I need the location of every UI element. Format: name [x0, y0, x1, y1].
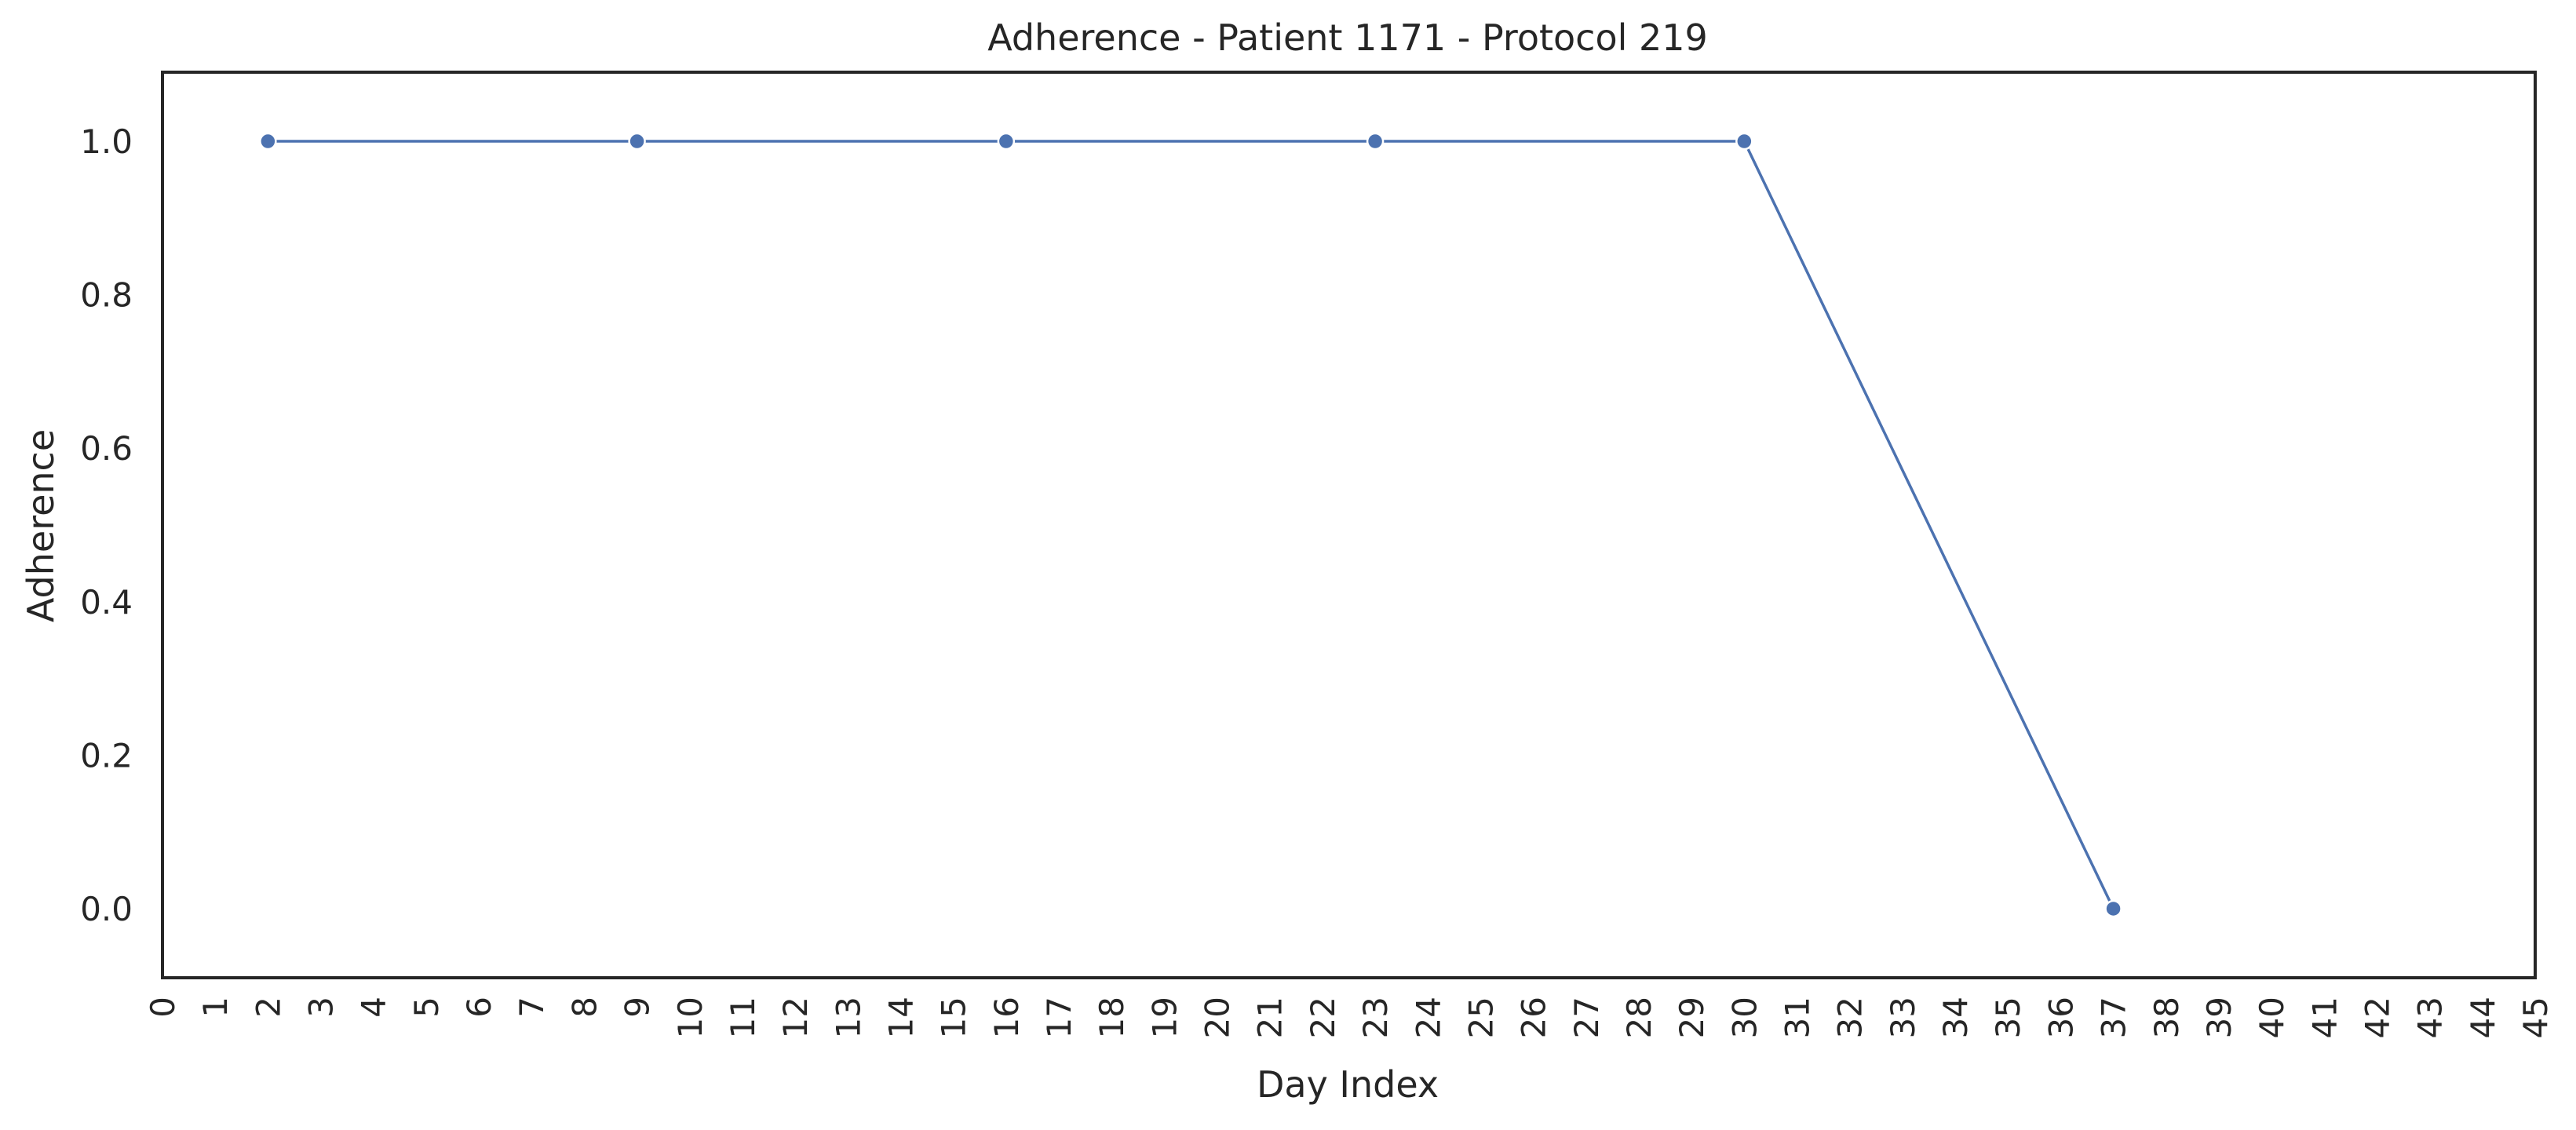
x-tick-label: 20: [1199, 997, 1237, 1038]
y-axis-label: Adherence: [20, 429, 62, 622]
x-tick-label: 27: [1567, 997, 1606, 1038]
x-tick-label: 24: [1409, 997, 1447, 1038]
x-tick-label: 37: [2095, 997, 2133, 1038]
x-tick-label: 4: [355, 997, 393, 1018]
chart-title: Adherence - Patient 1171 - Protocol 219: [987, 16, 1708, 59]
x-tick-label: 38: [2147, 997, 2186, 1038]
x-axis-ticks: 0 1 2 3 4 5 6 7 8 9 10 11 12 13 14 15 16 17 18 19 20 21 22 23 24…: [144, 997, 2555, 1038]
y-tick-label: 0.0: [80, 890, 133, 928]
x-tick-label: 16: [987, 997, 1026, 1038]
data-point: [1735, 132, 1753, 151]
x-tick-label: 22: [1304, 997, 1342, 1038]
x-tick-label: 34: [1936, 997, 1975, 1038]
x-tick-label: 23: [1356, 997, 1395, 1038]
x-tick-label: 44: [2464, 997, 2502, 1038]
x-tick-label: 10: [671, 997, 710, 1038]
x-tick-label: 25: [1461, 997, 1500, 1038]
x-tick-label: 2: [249, 997, 287, 1018]
x-tick-label: 14: [881, 997, 920, 1038]
x-tick-label: 28: [1620, 997, 1658, 1038]
x-tick-label: 42: [2358, 997, 2396, 1038]
y-tick-label: 1.0: [80, 122, 133, 161]
x-tick-label: 11: [724, 997, 762, 1038]
x-tick-label: 17: [1040, 997, 1078, 1038]
x-tick-label: 18: [1093, 997, 1131, 1038]
x-tick-label: 5: [407, 997, 446, 1018]
x-tick-label: 6: [460, 997, 498, 1018]
x-tick-label: 45: [2516, 997, 2555, 1038]
x-tick-label: 33: [1884, 997, 1922, 1038]
x-tick-label: 3: [302, 997, 341, 1018]
y-tick-label: 0.6: [80, 429, 133, 468]
data-point: [997, 132, 1016, 151]
x-tick-label: 15: [935, 997, 973, 1038]
x-tick-label: 40: [2253, 997, 2291, 1038]
x-tick-label: 1: [196, 997, 235, 1018]
data-point: [1366, 132, 1385, 151]
data-point: [2104, 899, 2122, 918]
y-tick-label: 0.8: [80, 276, 133, 315]
x-tick-label: 8: [565, 997, 604, 1018]
x-tick-label: 29: [1673, 997, 1711, 1038]
x-tick-label: 26: [1515, 997, 1553, 1038]
y-axis-ticks: 0.0 0.2 0.4 0.6 0.8 1.0: [80, 122, 133, 928]
y-tick-label: 0.4: [80, 583, 133, 622]
plot-area: [259, 132, 2122, 918]
x-tick-label: 30: [1725, 997, 1764, 1038]
x-tick-label: 13: [829, 997, 867, 1038]
x-tick-label: 41: [2305, 997, 2344, 1038]
x-tick-label: 12: [776, 997, 815, 1038]
x-tick-label: 36: [2041, 997, 2080, 1038]
x-tick-label: 43: [2411, 997, 2450, 1038]
x-tick-label: 35: [1989, 997, 2027, 1038]
x-tick-label: 19: [1145, 997, 1184, 1038]
x-tick-label: 7: [513, 997, 551, 1018]
data-point: [628, 132, 646, 151]
x-tick-label: 21: [1251, 997, 1290, 1038]
x-tick-label: 9: [618, 997, 657, 1018]
y-tick-label: 0.2: [80, 736, 133, 775]
x-tick-label: 32: [1831, 997, 1870, 1038]
x-tick-label: 0: [144, 997, 182, 1018]
series-line: [268, 140, 2115, 909]
x-tick-label: 31: [1779, 997, 1817, 1038]
plot-frame: [161, 71, 2537, 979]
x-tick-label: 39: [2200, 997, 2238, 1038]
x-axis-label: Day Index: [1257, 1063, 1439, 1106]
data-point: [259, 132, 277, 151]
